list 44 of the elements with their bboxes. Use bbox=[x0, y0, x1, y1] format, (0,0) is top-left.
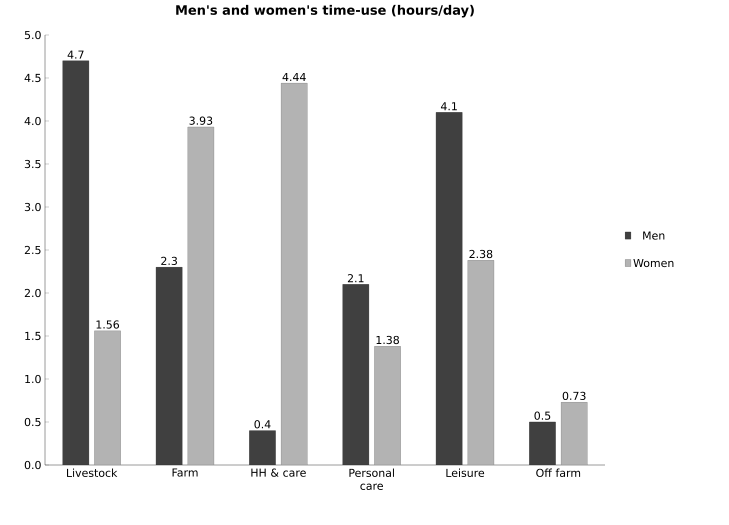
chart-title: Men's and women's time-use (hours/day) bbox=[176, 4, 474, 18]
y-tick-label: 4.5 bbox=[24, 74, 41, 82]
data-label: 0.4 bbox=[254, 420, 271, 428]
y-tick-label: 5.0 bbox=[24, 30, 41, 40]
x-tick-label: Livestock bbox=[67, 468, 118, 477]
data-label: 4.44 bbox=[282, 72, 306, 81]
data-label: 3.93 bbox=[189, 116, 212, 125]
bar bbox=[436, 112, 462, 465]
bar bbox=[156, 267, 182, 465]
x-tick-label: HH & care bbox=[251, 468, 306, 477]
bar bbox=[468, 260, 494, 465]
x-tick-label: Personal care bbox=[349, 468, 394, 490]
y-tick-label: 0.0 bbox=[24, 460, 41, 470]
data-label: 0.73 bbox=[562, 392, 586, 400]
data-label: 2.3 bbox=[161, 256, 177, 265]
data-label: 2.38 bbox=[469, 250, 492, 258]
y-tick-label: 3.0 bbox=[24, 202, 41, 212]
data-label: 0.5 bbox=[534, 412, 550, 420]
data-label: 4.7 bbox=[68, 50, 84, 59]
bar bbox=[374, 346, 401, 465]
y-tick-label: 1.5 bbox=[25, 332, 41, 340]
x-tick-label: Leisure bbox=[446, 468, 484, 477]
bar bbox=[342, 284, 370, 465]
y-tick-label: 0.5 bbox=[24, 418, 41, 426]
y-tick-label: 2.0 bbox=[24, 288, 41, 298]
legend-label: Men bbox=[643, 232, 664, 240]
data-label: 1.38 bbox=[376, 336, 399, 344]
bar bbox=[94, 330, 121, 465]
bar bbox=[62, 60, 90, 465]
bar bbox=[560, 402, 588, 465]
y-tick-label: 2.5 bbox=[24, 246, 41, 254]
bar bbox=[529, 422, 556, 465]
data-label: 4.1 bbox=[440, 102, 457, 110]
legend-label: Women bbox=[633, 258, 674, 268]
bar bbox=[280, 82, 308, 465]
bar bbox=[188, 126, 214, 465]
x-tick-label: Farm bbox=[172, 468, 198, 477]
x-tick-label: Off farm bbox=[536, 468, 580, 477]
bar bbox=[249, 430, 276, 465]
data-label: 2.1 bbox=[348, 274, 364, 282]
y-tick-label: 1.0 bbox=[25, 374, 41, 384]
data-label: 1.56 bbox=[96, 320, 120, 329]
y-tick-label: 3.5 bbox=[24, 160, 41, 168]
y-tick-label: 4.0 bbox=[24, 116, 41, 126]
